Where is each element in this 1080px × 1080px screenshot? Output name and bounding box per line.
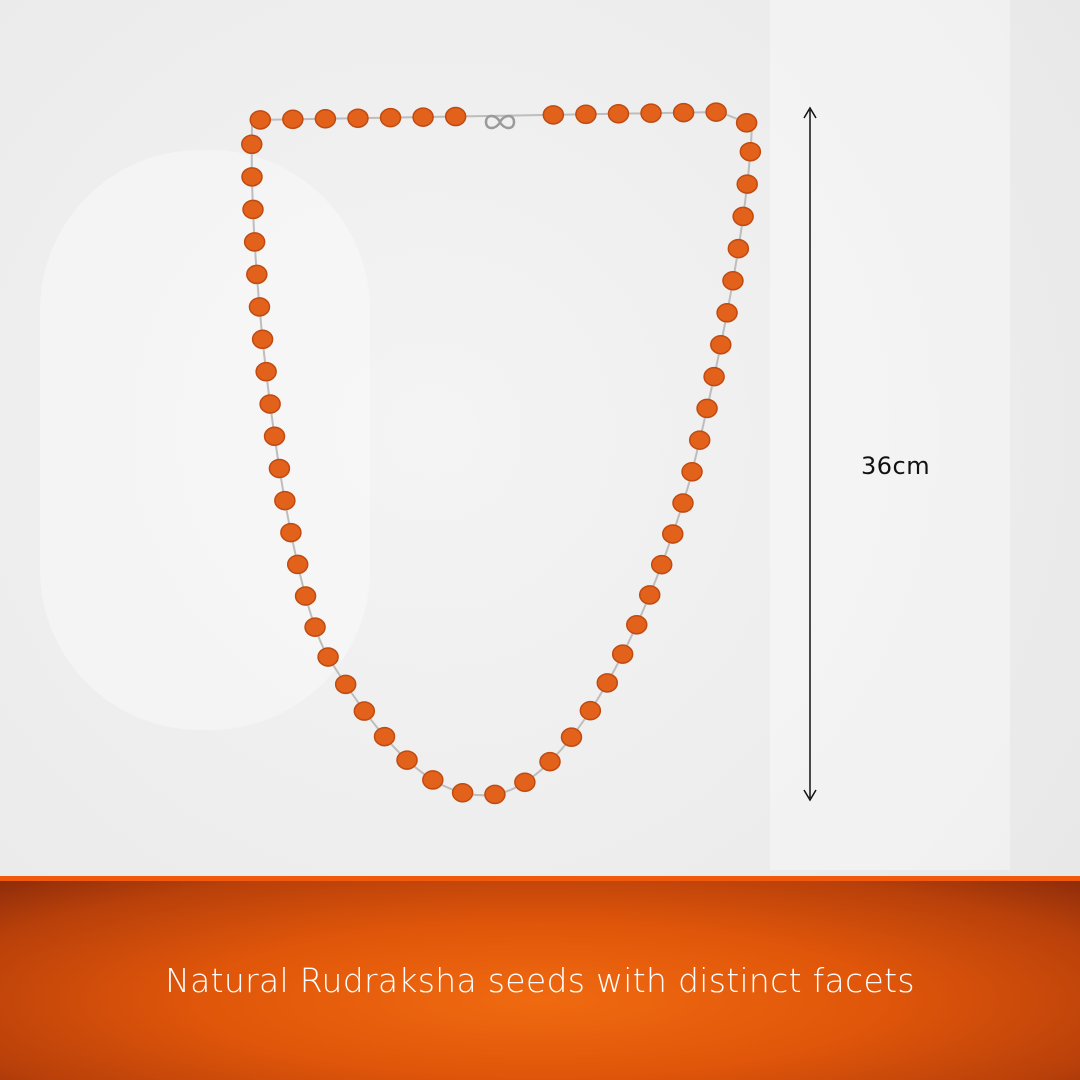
rudraksha-bead [243, 232, 266, 252]
rudraksha-bead [736, 174, 758, 194]
rudraksha-bead [255, 361, 277, 382]
rudraksha-bead [710, 334, 732, 355]
rudraksha-bead [347, 108, 369, 128]
rudraksha-bead [739, 141, 762, 162]
rudraksha-bead [672, 102, 695, 123]
rudraksha-bead [249, 110, 272, 130]
rudraksha-bead [650, 554, 673, 575]
rudraksha-bead [451, 783, 474, 803]
rudraksha-bead [640, 103, 662, 123]
caption-text: Natural Rudraksha seeds with distinct fa… [165, 961, 915, 1000]
rudraksha-bead [626, 615, 648, 635]
measurement-arrow [803, 106, 817, 802]
rudraksha-bead [735, 113, 758, 133]
rudraksha-bead [672, 493, 694, 513]
rudraksha-bead [484, 784, 506, 805]
rudraksha-bead [716, 303, 738, 323]
rudraksha-bead [396, 750, 418, 770]
rudraksha-bead [246, 264, 268, 285]
rudraksha-bead [282, 109, 304, 130]
rudraksha-bead [575, 104, 597, 125]
rudraksha-bead [248, 297, 271, 317]
rudraksha-bead [607, 103, 630, 124]
rudraksha-bead [314, 108, 337, 129]
rudraksha-bead [263, 426, 286, 447]
rudraksha-bead [705, 102, 727, 122]
caption-banner: Natural Rudraksha seeds with distinct fa… [0, 876, 1080, 1080]
rudraksha-bead [242, 199, 264, 220]
rudraksha-bead [268, 458, 291, 479]
rudraksha-bead [251, 329, 274, 350]
rudraksha-bead [422, 770, 444, 790]
rudraksha-bead [280, 522, 302, 543]
rudraksha-bead [662, 524, 684, 544]
rudraksha-bead [274, 490, 296, 511]
necklace-image [241, 102, 817, 805]
rudraksha-bead [286, 554, 309, 575]
beads [241, 102, 762, 805]
rudraksha-bead [696, 398, 718, 419]
rudraksha-bead [727, 238, 750, 259]
rudraksha-bead [334, 674, 357, 695]
rudraksha-bead [542, 105, 565, 125]
rudraksha-bead [722, 271, 744, 291]
rudraksha-bead [539, 751, 561, 772]
rudraksha-bead [241, 167, 263, 187]
rudraksha-bead [304, 617, 326, 637]
rudraksha-bead [611, 644, 634, 664]
rudraksha-bead [703, 366, 725, 387]
length-measurement: 36cm [861, 452, 931, 480]
rudraksha-bead [560, 727, 583, 747]
rudraksha-bead [294, 586, 317, 606]
rudraksha-bead [688, 430, 711, 450]
rudraksha-bead [241, 134, 263, 155]
rudraksha-bead [412, 107, 434, 127]
rudraksha-bead [579, 700, 602, 721]
chain [250, 110, 754, 797]
rudraksha-bead [638, 585, 661, 605]
clasp-icon [484, 114, 516, 130]
rudraksha-bead [681, 462, 703, 482]
rudraksha-bead [596, 673, 619, 693]
rudraksha-bead [317, 647, 339, 667]
rudraksha-bead [444, 106, 467, 127]
rudraksha-bead [259, 394, 281, 414]
rudraksha-bead [353, 701, 376, 721]
rudraksha-bead [514, 772, 536, 792]
rudraksha-bead [373, 726, 396, 747]
rudraksha-bead [379, 107, 402, 128]
rudraksha-bead [732, 206, 754, 227]
